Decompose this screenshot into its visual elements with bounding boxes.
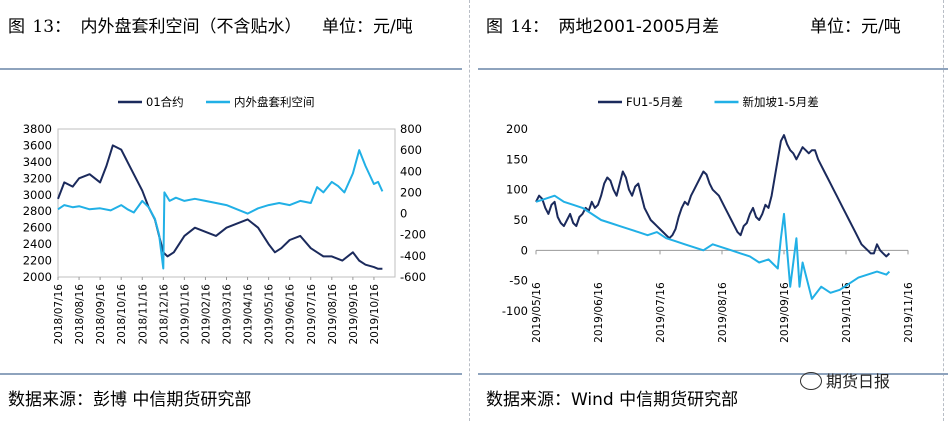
series-line-fu-spread xyxy=(535,134,891,258)
x-tick-label: 2019/10/16 xyxy=(369,284,381,345)
x-tick-label: 2019/07/16 xyxy=(655,282,667,343)
legend-label: 01合约 xyxy=(146,95,184,109)
wechat-icon xyxy=(800,372,822,390)
x-tick-label: 2019/09/16 xyxy=(779,282,791,343)
y-left-tick-label: 3400 xyxy=(23,155,52,169)
x-tick-label: 2019/03/16 xyxy=(222,284,234,345)
y-right-tick-label: 600 xyxy=(400,143,422,157)
x-tick-label: 2019/11/16 xyxy=(903,282,915,343)
x-tick-label: 2019/08/16 xyxy=(717,282,729,343)
figure-13-label: 图 xyxy=(8,17,25,37)
x-tick-label: 2018/07/16 xyxy=(53,284,65,345)
figure-14-top-rule xyxy=(478,68,948,70)
y-right-tick-label: -200 xyxy=(400,228,426,242)
y-left-tick-label: 2000 xyxy=(23,270,52,284)
y-right-tick-label: 800 xyxy=(400,122,422,136)
x-tick-label: 2019/08/16 xyxy=(327,284,339,345)
figure-14-unit: 单位：元/吨 xyxy=(810,17,901,37)
y-tick-label: 0 xyxy=(521,243,528,257)
y-left-tick-label: 2800 xyxy=(23,204,52,218)
series-line-arbitrage-space xyxy=(57,149,384,270)
panel-figure-14: 图 14： 两地2001-2005月差 单位：元/吨 200 150 100 50 0 -… xyxy=(478,0,948,421)
figure-14-source: 数据来源：Wind 中信期货研究部 xyxy=(486,390,739,410)
x-tick-label: 2019/01/16 xyxy=(179,284,191,345)
legend-label: 新加坡1-5月差 xyxy=(743,95,819,109)
x-tick-label: 2019/07/16 xyxy=(306,284,318,345)
y-right-tick-label: 0 xyxy=(400,207,407,221)
x-tick-label: 2018/08/16 xyxy=(74,284,86,345)
x-tick-label: 2019/06/16 xyxy=(285,284,297,345)
plot-frame xyxy=(57,128,396,278)
y-tick-label: -100 xyxy=(502,304,528,318)
series-line-01-contract xyxy=(57,144,383,270)
x-tick-label: 2019/04/16 xyxy=(243,284,255,345)
x-tick-label: 2018/09/16 xyxy=(95,284,107,345)
panel-divider-left xyxy=(469,0,470,421)
x-tick-label: 2019/05/16 xyxy=(264,284,276,345)
panel-figure-13: 图 13： 内外盘套利空间（不含贴水） 单位：元/吨 3800 3600 3400 3… xyxy=(0,0,462,421)
y-left-tick-label: 2600 xyxy=(23,221,52,235)
y-tick-label: 200 xyxy=(506,122,528,136)
x-tick-label: 2019/09/16 xyxy=(348,284,360,345)
x-tick-label: 2018/11/16 xyxy=(137,284,149,345)
watermark-text: 期货日报 xyxy=(826,372,891,391)
chart-figure-14: 200 150 100 50 0 -50 -100 2019/05/16 2019/06/16 2… xyxy=(502,95,915,343)
y-right-tick-label: 400 xyxy=(400,164,422,178)
y-tick-label: 150 xyxy=(506,152,528,166)
y-left-tick-label: 3200 xyxy=(23,171,52,185)
figure-13-top-rule xyxy=(0,68,462,70)
y-tick-label: -50 xyxy=(509,274,528,288)
x-tick-label: 2019/05/16 xyxy=(531,282,543,343)
y-left-tick-label: 2200 xyxy=(23,254,52,268)
figure-13-source: 数据来源：彭博 中信期货研究部 xyxy=(8,390,252,410)
figure-14-number: 14： xyxy=(510,17,550,37)
figure-14-bottom-rule xyxy=(478,373,948,375)
y-left-tick-label: 3000 xyxy=(23,188,52,202)
legend-label: 内外盘套利空间 xyxy=(234,95,315,109)
figure-13-caption: 内外盘套利空间（不含贴水） xyxy=(80,17,302,37)
x-tick-label: 2018/10/16 xyxy=(116,284,128,345)
series-line-singapore-spread xyxy=(535,194,891,300)
y-tick-label: 100 xyxy=(506,183,528,197)
x-tick-label: 2018/12/16 xyxy=(158,284,170,345)
y-left-tick-label: 3800 xyxy=(23,122,52,136)
figure-13-number: 13： xyxy=(32,17,72,37)
legend-label: FU1-5月差 xyxy=(626,95,683,109)
figure-13-title: 图 13： 内外盘套利空间（不含贴水） xyxy=(8,12,301,37)
x-tick-label: 2019/06/16 xyxy=(593,282,605,343)
y-left-tick-label: 3600 xyxy=(23,138,52,152)
y-right-tick-label: -600 xyxy=(400,270,426,284)
figure-14-title: 图 14： 两地2001-2005月差 xyxy=(486,12,719,37)
y-right-tick-label: -400 xyxy=(400,249,426,263)
watermark: 期货日报 xyxy=(800,368,890,392)
figure-13-unit: 单位：元/吨 xyxy=(322,17,413,37)
x-tick-label: 2019/02/16 xyxy=(200,284,212,345)
x-tick-label: 2019/10/16 xyxy=(841,282,853,343)
y-left-tick-label: 2400 xyxy=(23,237,52,251)
chart-figure-13: 3800360034003200300028002600240022002000… xyxy=(23,95,426,345)
figure-14-label: 图 xyxy=(486,17,503,37)
y-right-tick-label: 200 xyxy=(400,185,422,199)
panel-divider-right xyxy=(943,0,944,421)
y-tick-label: 50 xyxy=(513,213,528,227)
figure-13-bottom-rule xyxy=(0,373,462,375)
figure-14-caption: 两地2001-2005月差 xyxy=(558,17,720,37)
